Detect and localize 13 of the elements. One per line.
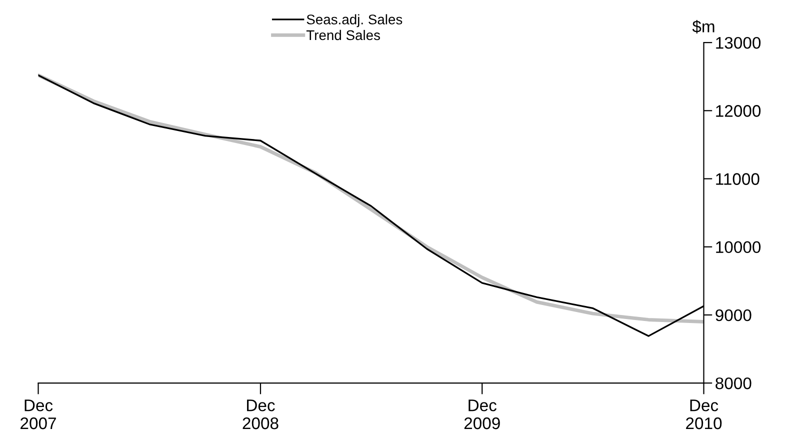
y-axis-title: $m [692,20,714,34]
legend-label: Trend Sales [306,30,380,40]
y-tick-label: 10000 [716,241,761,254]
x-tick-label: Dec 2007 [20,400,56,430]
x-tick-label: Dec 2010 [686,400,722,430]
y-tick-label: 13000 [716,36,761,49]
y-tick-label: 11000 [716,173,760,185]
legend-label: Seas.adj. Sales [306,14,402,28]
y-tick-label: 12000 [716,105,761,117]
y-tick-label: 8000 [716,377,752,390]
x-tick-label: Dec 2009 [464,400,500,430]
y-tick-label: 9000 [716,309,752,322]
x-tick-label: Dec 2008 [242,400,278,430]
